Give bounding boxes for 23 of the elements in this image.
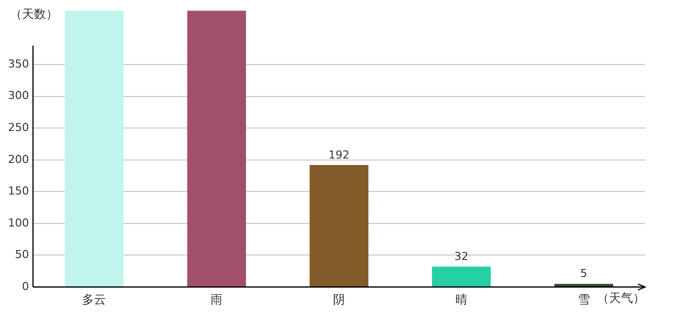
data-label: 5 — [580, 267, 588, 280]
x-tick-label: 阴 — [333, 292, 345, 306]
y-tick-label: 250 — [8, 121, 29, 134]
y-axis-title: （天数） — [10, 7, 58, 22]
y-tick-label: 200 — [8, 152, 29, 166]
y-tick-label: 50 — [15, 248, 29, 262]
x-tick-label: 多云 — [82, 292, 106, 306]
y-tick-label: 150 — [8, 184, 29, 198]
x-tick-label: 雪 — [578, 292, 590, 306]
y-tick-label: 0 — [22, 280, 29, 293]
y-tick-label: 100 — [8, 216, 29, 230]
data-label: 32 — [454, 250, 468, 264]
y-tick-label: 300 — [8, 89, 29, 102]
x-axis-title: （天气） — [597, 291, 645, 306]
y-tick-label: 350 — [8, 57, 29, 70]
bar — [64, 10, 124, 286]
data-label: 192 — [328, 148, 350, 162]
x-tick-label: 雨 — [210, 292, 223, 306]
bar — [310, 165, 368, 286]
x-tick-label: 晴 — [455, 292, 468, 306]
bar — [554, 284, 614, 286]
bar — [432, 266, 491, 286]
bar — [187, 10, 246, 286]
